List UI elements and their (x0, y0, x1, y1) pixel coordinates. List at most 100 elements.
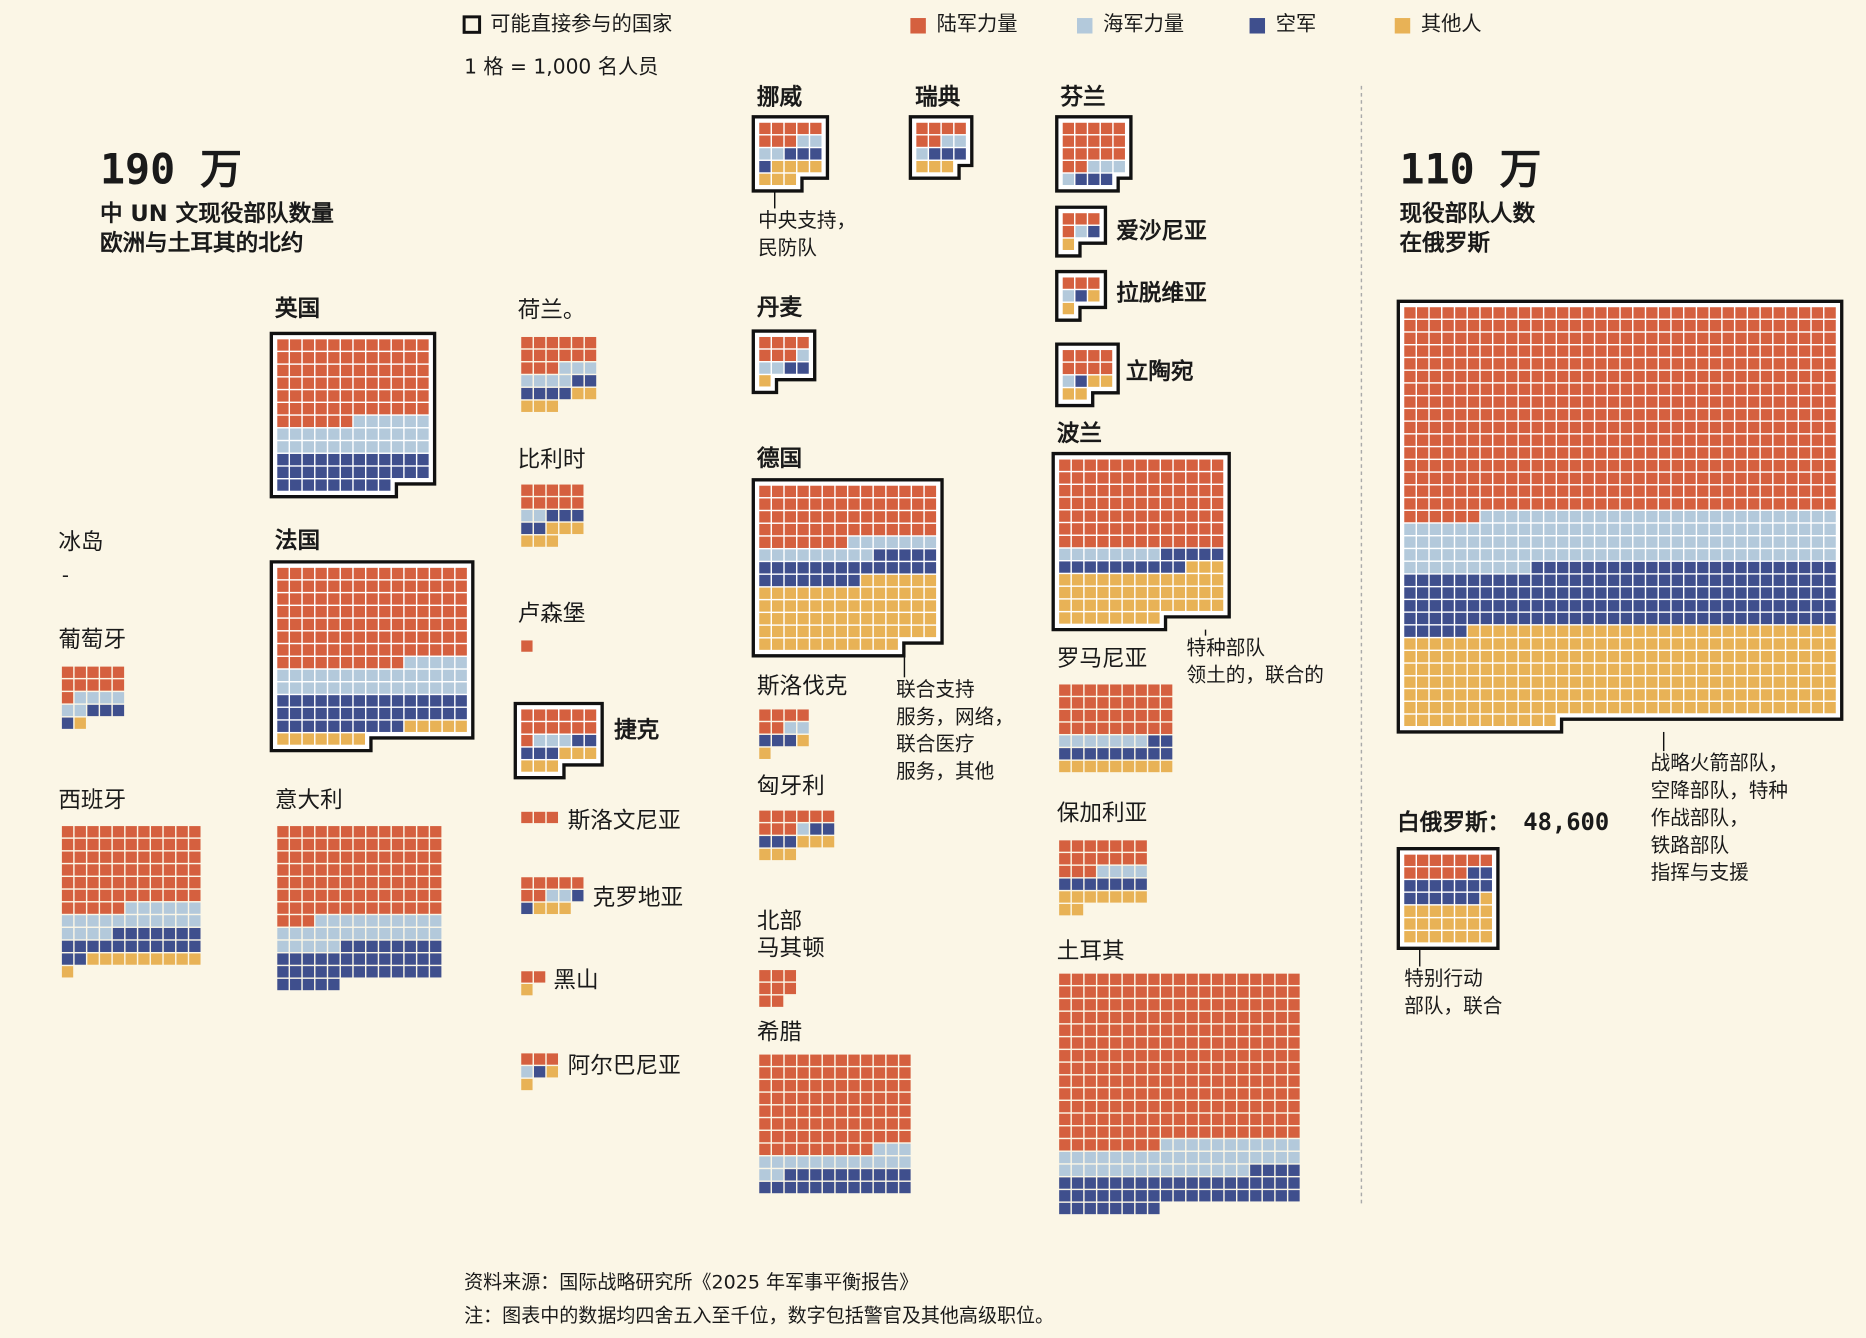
waffle-cell (1084, 1050, 1096, 1062)
waffle-cell (1071, 1164, 1084, 1176)
waffle-cell (924, 574, 937, 587)
waffle-cell (1620, 612, 1633, 625)
waffle-cell (546, 889, 559, 902)
waffle-cell (290, 851, 302, 863)
waffle-cell (315, 415, 327, 428)
waffle-cell (1250, 973, 1262, 985)
waffle-cell (1697, 332, 1709, 344)
waffle-cell (74, 679, 86, 691)
waffle-cell (1824, 383, 1836, 395)
waffle-cell (1799, 434, 1811, 446)
waffle-cell (1467, 370, 1480, 383)
waffle-cell (1531, 651, 1543, 663)
waffle-cell (521, 722, 533, 734)
waffle-cell (784, 1105, 797, 1117)
waffle-cell (1760, 396, 1773, 408)
waffle-cell (1811, 383, 1824, 395)
waffle-cell (340, 877, 353, 889)
waffle-cell (1735, 460, 1747, 472)
waffle-cell (61, 679, 74, 691)
waffle-cell (163, 915, 176, 927)
waffle-cell (277, 606, 289, 618)
waffle-cell (1595, 345, 1607, 357)
russia-total: 110 万 (1400, 145, 1542, 194)
waffle-cell (759, 1156, 771, 1168)
waffle-cell (572, 484, 584, 496)
waffle-cell (1062, 362, 1075, 375)
waffle-cell (1709, 676, 1722, 688)
waffle-cell (886, 1156, 898, 1168)
waffle-cell (1722, 676, 1734, 688)
waffle-cell (1480, 867, 1492, 879)
waffle-cell (1250, 1151, 1262, 1164)
country-label: 爱沙尼亚 (1116, 219, 1207, 245)
waffle-cell (315, 838, 327, 851)
waffle-cell (546, 1066, 559, 1078)
waffle-cell (277, 441, 289, 453)
waffle-cell (873, 1169, 886, 1181)
waffle-cell (1122, 1151, 1135, 1164)
waffle-cell (1480, 651, 1492, 663)
waffle-cell (810, 810, 822, 822)
waffle-cell (1135, 1177, 1147, 1189)
waffle-cell (1059, 1139, 1071, 1151)
waffle-cell (1646, 421, 1658, 434)
waffle-cell (417, 441, 429, 453)
waffle-cell (404, 428, 416, 440)
waffle-cell (1071, 1062, 1084, 1075)
waffle-cell (1671, 625, 1683, 637)
waffle-cell (1544, 536, 1556, 548)
waffle-cell (1148, 459, 1160, 471)
waffle-cell (1442, 612, 1454, 625)
waffle-cell (1773, 421, 1785, 434)
waffle-cell (848, 574, 860, 587)
waffle-cell (1824, 332, 1836, 344)
waffle-cell (1161, 1190, 1173, 1202)
waffle (1059, 459, 1224, 624)
waffle-cell (1288, 1177, 1300, 1189)
waffle-cell (1275, 1011, 1287, 1024)
waffle-cell (1607, 600, 1620, 612)
waffle-cell (546, 387, 559, 400)
waffle-cell (277, 656, 289, 669)
waffle-cell (584, 709, 597, 721)
waffle-cell (366, 966, 378, 978)
waffle-cell (1569, 421, 1582, 434)
waffle-cell (1493, 307, 1505, 319)
waffle-cell (1531, 358, 1543, 370)
waffle-cell (151, 940, 163, 952)
waffle-cell (1455, 867, 1467, 879)
waffle-cell (1135, 840, 1147, 852)
waffle-cell (784, 1080, 797, 1092)
waffle-cell (1697, 510, 1709, 523)
waffle-cell (1161, 1113, 1173, 1126)
waffle-cell (290, 593, 302, 605)
waffle-cell (1735, 663, 1747, 676)
waffle-cell (1455, 358, 1467, 370)
waffle-cell (1557, 536, 1569, 548)
waffle-cell (1455, 549, 1467, 561)
waffle-cell (1569, 561, 1582, 574)
waffle-cell (1607, 625, 1620, 637)
waffle-cell (1455, 383, 1467, 395)
waffle-cell (1709, 651, 1722, 663)
waffle-cell (1224, 1088, 1236, 1100)
waffle-cell (379, 953, 391, 965)
waffle-cell (835, 523, 847, 536)
waffle-cell (835, 1169, 847, 1181)
waffle-cell (74, 851, 86, 863)
waffle-cell (533, 889, 546, 902)
waffle-cell (1075, 213, 1087, 225)
waffle-cell (87, 940, 99, 952)
country-label: 克罗地亚 (593, 885, 683, 911)
waffle-cell (1084, 1011, 1096, 1024)
waffle-cell (1442, 587, 1454, 599)
waffle-cell (899, 511, 911, 523)
waffle-cell (1097, 535, 1109, 548)
waffle-cell (391, 838, 404, 851)
waffle-cell (899, 523, 911, 536)
waffle-cell (1569, 523, 1582, 536)
waffle-cell (1607, 536, 1620, 548)
waffle-cell (290, 364, 302, 377)
waffle-cell (1824, 434, 1836, 446)
